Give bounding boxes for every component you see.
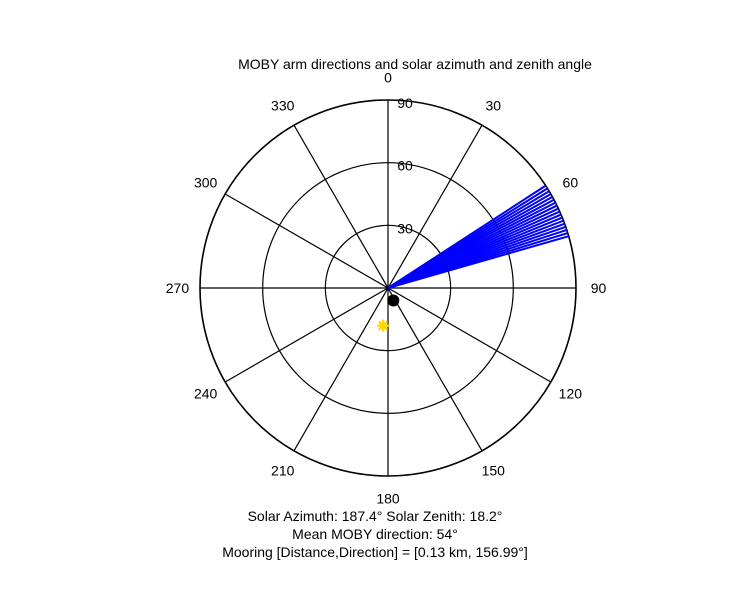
- radial-tick-label: 90: [397, 95, 413, 111]
- angle-tick-label: 240: [194, 385, 218, 401]
- radial-tick-labels: 30 60 90: [397, 95, 413, 236]
- angle-tick-label: 270: [166, 280, 190, 296]
- moby-direction-caption: Mean MOBY direction: 54°: [292, 526, 458, 542]
- radial-tick-label: 30: [397, 220, 413, 236]
- angle-tick-labels: 0 30 60 90 120 150 180 210 240 270 300 330: [166, 69, 607, 506]
- angle-tick-label: 0: [384, 69, 392, 85]
- angle-tick-label: 210: [271, 462, 295, 478]
- angle-tick-label: 30: [485, 98, 501, 114]
- data-points: [377, 294, 400, 332]
- mooring-point: [387, 294, 400, 307]
- angle-tick-label: 60: [563, 175, 579, 191]
- angle-tick-label: 180: [376, 491, 400, 507]
- sun-core: [379, 322, 387, 330]
- angle-tick-label: 150: [482, 462, 506, 478]
- arm-direction-wedge: [387, 184, 569, 289]
- solar-caption: Solar Azimuth: 187.4° Solar Zenith: 18.2…: [247, 508, 503, 524]
- sun-point: [377, 319, 390, 332]
- mooring-caption: Mooring [Distance,Direction] = [0.13 km,…: [222, 544, 528, 560]
- angle-tick-label: 120: [559, 385, 583, 401]
- angle-tick-label: 330: [271, 98, 295, 114]
- chart-title: MOBY arm directions and solar azimuth an…: [238, 56, 592, 72]
- angle-tick-label: 300: [194, 175, 218, 191]
- angle-tick-label: 90: [591, 280, 607, 296]
- arm-direction-line: [387, 235, 569, 289]
- radial-tick-label: 60: [397, 158, 413, 174]
